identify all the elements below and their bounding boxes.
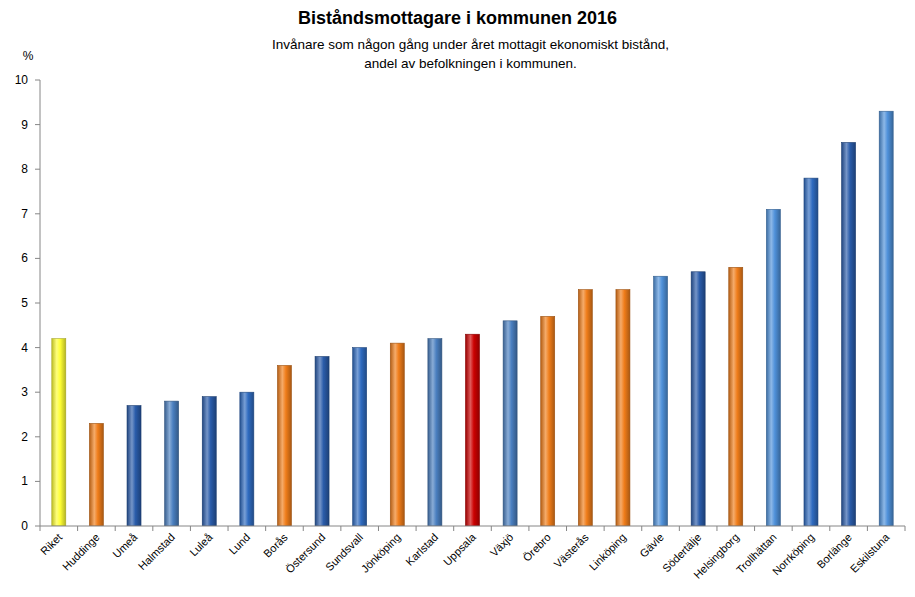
x-tick — [77, 526, 78, 531]
y-tick-label: 2 — [21, 430, 28, 444]
x-tick-label: Huddinge — [60, 531, 102, 573]
x-tick-label: Gävle — [637, 531, 666, 560]
chart: 0 1 2 3 4 5 6 7 8 9 10 RiketHuddinge UmeåHalmstad Lul… — [0, 0, 915, 597]
x-tick — [378, 526, 379, 531]
x-tick-label: Jönköping — [359, 531, 403, 575]
bar — [691, 272, 705, 526]
x-tick — [716, 526, 717, 531]
y-tick — [35, 347, 40, 348]
x-tick-label: Linköping — [587, 531, 629, 573]
x-tick — [152, 526, 153, 531]
bar — [842, 142, 856, 526]
bar — [766, 209, 780, 526]
bar — [428, 339, 442, 526]
y-tick — [35, 303, 40, 304]
x-axis — [40, 526, 905, 527]
bar — [654, 276, 668, 526]
bar — [466, 334, 480, 526]
x-tick — [905, 526, 906, 531]
x-tick — [528, 526, 529, 531]
subtitle: Invånare som någon gång under året motta… — [268, 35, 673, 73]
y-tick — [35, 481, 40, 482]
y-tick — [35, 436, 40, 437]
bar — [390, 343, 404, 526]
bar — [578, 290, 592, 526]
bar — [277, 365, 291, 526]
bar — [240, 392, 254, 526]
bar — [804, 178, 818, 526]
bars — [52, 111, 893, 526]
bar — [353, 348, 367, 526]
x-tick — [115, 526, 116, 531]
x-tick — [679, 526, 680, 531]
bar — [541, 316, 555, 526]
x-tick-label: Östersund — [283, 531, 327, 575]
bar — [52, 339, 66, 526]
y-tick-label: 0 — [21, 519, 28, 533]
y-axis-label: % — [23, 49, 34, 63]
x-tick — [416, 526, 417, 531]
y-tick-label: 4 — [21, 341, 28, 355]
x-tick — [228, 526, 229, 531]
x-tick — [303, 526, 304, 531]
x-tick — [566, 526, 567, 531]
x-tick-label: Umeå — [110, 530, 140, 560]
y-tick-label: 1 — [21, 474, 28, 488]
y-tick-label: 9 — [21, 118, 28, 132]
x-tick-label: Norrköping — [770, 531, 817, 578]
x-tick-label: Örebro — [520, 531, 553, 564]
x-tick — [604, 526, 605, 531]
y-tick-label: 8 — [21, 162, 28, 176]
y-tick-label: 6 — [21, 251, 28, 265]
x-tick — [40, 526, 41, 531]
bar — [879, 111, 893, 526]
x-tick — [792, 526, 793, 531]
x-tick-label: Halmstad — [136, 531, 177, 572]
y-tick — [35, 80, 40, 81]
x-tick-label: Karlstad — [403, 531, 440, 568]
x-tick-label: Riket — [38, 531, 64, 557]
x-tick-label: Uppsala — [441, 530, 479, 568]
y-tick — [35, 124, 40, 125]
x-tick — [265, 526, 266, 531]
y-tick-label: 5 — [21, 296, 28, 310]
bar — [729, 267, 743, 526]
x-tick-label: Växjö — [488, 531, 516, 559]
x-tick-label: Helsingborg — [691, 531, 741, 581]
x-tick — [641, 526, 642, 531]
y-tick-label: 3 — [21, 385, 28, 399]
x-tick-label: Västerås — [552, 531, 592, 571]
x-tick — [453, 526, 454, 531]
x-tick-label: Luleå — [187, 530, 215, 558]
bar — [89, 423, 103, 526]
y-tick-label: 7 — [21, 207, 28, 221]
x-tick — [867, 526, 868, 531]
bar — [165, 401, 179, 526]
bar — [202, 397, 216, 526]
x-tick — [340, 526, 341, 531]
y-tick-label: 10 — [15, 73, 29, 87]
title: Biståndsmottagare i kommunen 2016 — [0, 8, 915, 29]
x-tick-label: Lund — [226, 531, 252, 557]
bar — [616, 290, 630, 526]
x-tick-label: Borås — [261, 531, 290, 560]
x-tick — [491, 526, 492, 531]
y-tick — [35, 392, 40, 393]
x-tick — [754, 526, 755, 531]
bar — [315, 357, 329, 526]
bar — [503, 321, 517, 526]
y-tick — [35, 526, 40, 527]
y-tick — [35, 258, 40, 259]
y-tick — [35, 213, 40, 214]
x-tick — [829, 526, 830, 531]
bar — [127, 406, 141, 526]
y-tick — [35, 169, 40, 170]
x-tick-label: Eskilstuna — [848, 530, 893, 575]
x-tick — [190, 526, 191, 531]
